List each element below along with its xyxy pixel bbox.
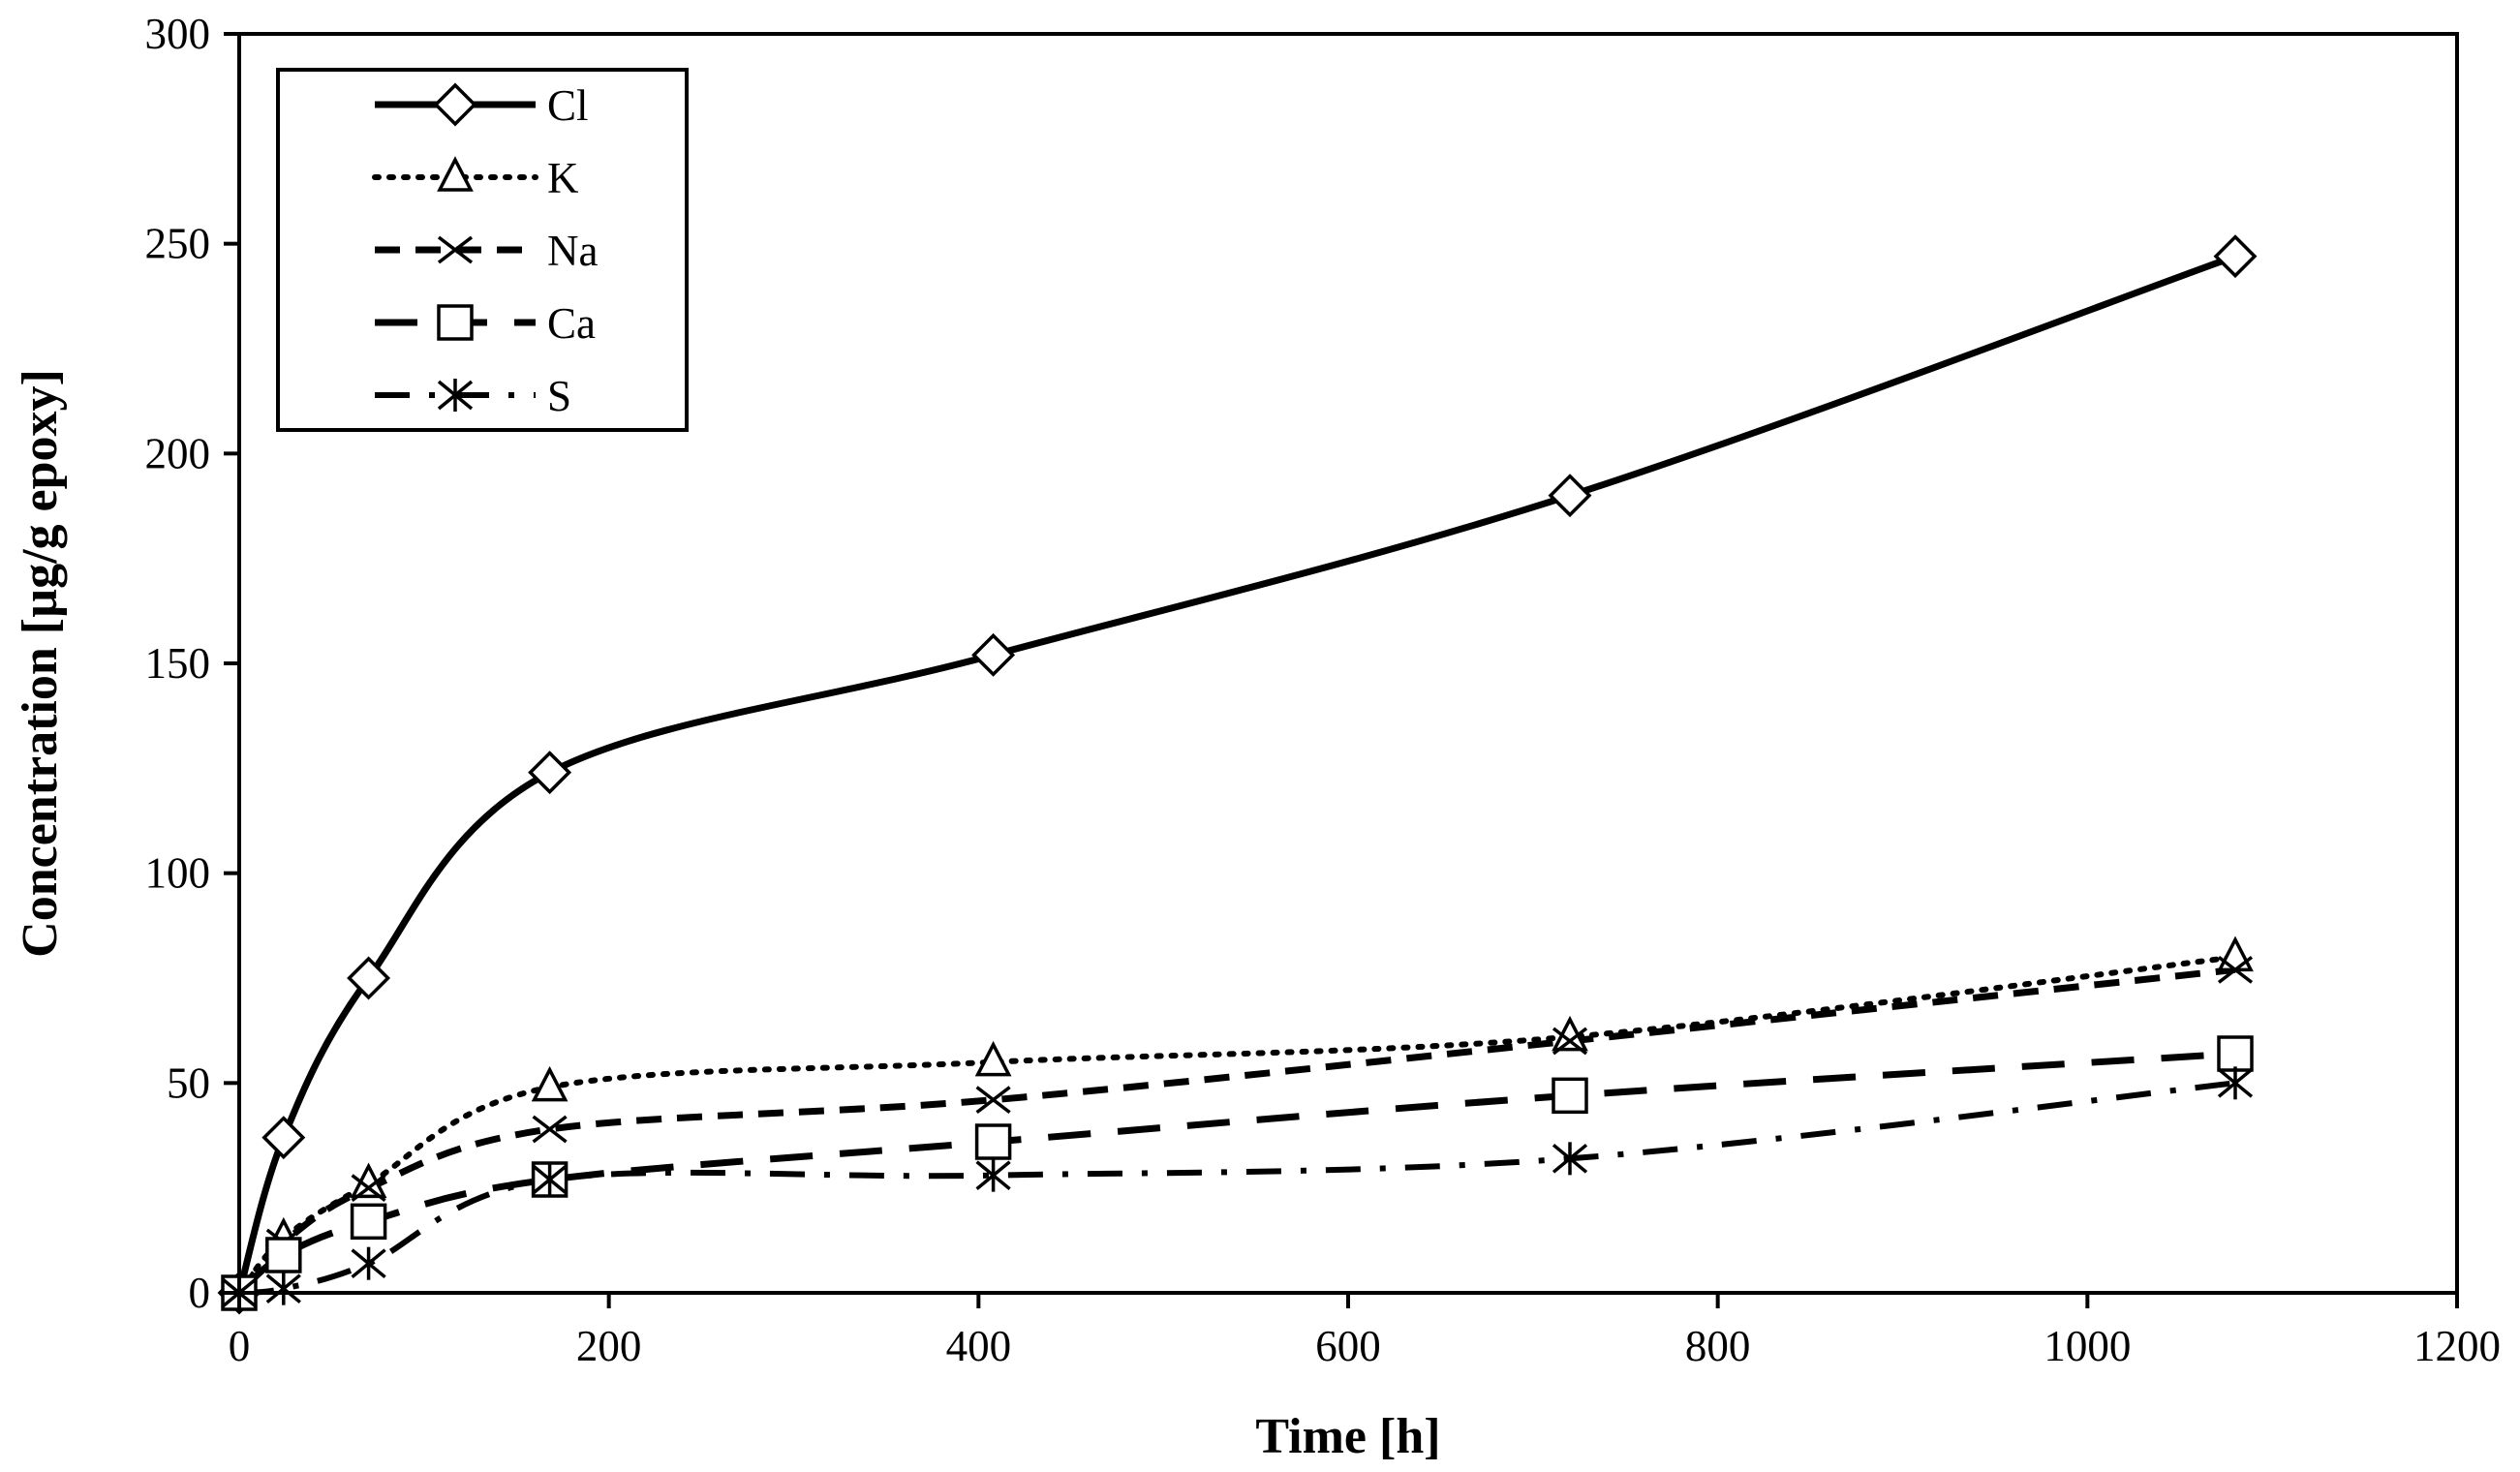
y-tick-label: 200 <box>145 429 211 477</box>
data-point-s <box>1552 1142 1588 1176</box>
data-point-s <box>265 1272 301 1305</box>
y-tick-label: 100 <box>145 849 211 898</box>
series-line-na <box>236 966 2236 1296</box>
x-tick-label: 600 <box>1315 1322 1381 1370</box>
plot-lines <box>235 253 2238 1296</box>
legend-marker <box>433 82 477 127</box>
data-point-na <box>1552 1027 1588 1056</box>
data-point-s <box>351 1246 386 1280</box>
legend: Cl K Na Ca S <box>276 68 689 432</box>
x-tick-label: 1000 <box>2044 1322 2131 1370</box>
legend-marker <box>437 235 474 264</box>
y-tick-label: 150 <box>145 639 211 688</box>
legend-label: S <box>547 372 571 420</box>
data-point-cl <box>261 1116 306 1160</box>
data-point-s <box>2217 1066 2254 1100</box>
legend-label: K <box>547 154 579 202</box>
series-line-s <box>238 1080 2236 1296</box>
x-tick-label: 1200 <box>2413 1322 2501 1370</box>
data-point-na <box>351 1174 386 1203</box>
y-axis-ticks: 0 50 100 150 200 250 300 <box>145 10 239 1317</box>
legend-item-ca: Ca <box>375 299 596 348</box>
data-point-ca <box>350 1203 387 1241</box>
legend-item-na: Na <box>375 227 598 275</box>
legend-marker <box>437 304 474 341</box>
data-point-na <box>2217 955 2254 984</box>
data-point-cl <box>2213 234 2258 279</box>
series-line-k <box>236 954 2238 1296</box>
data-point-k <box>974 1040 1012 1077</box>
x-tick-label: 800 <box>1685 1322 1751 1370</box>
data-point-ca <box>265 1237 302 1273</box>
x-tick-label: 200 <box>576 1322 642 1370</box>
data-point-cl <box>347 956 391 1000</box>
data-point-cl <box>1548 474 1592 518</box>
legend-label: Cl <box>547 81 589 130</box>
x-tick-label: 0 <box>229 1322 251 1370</box>
legend-label: Ca <box>547 299 596 348</box>
x-axis-title: Time [h] <box>1255 1409 1440 1464</box>
series-line-ca <box>236 1050 2236 1296</box>
data-point-ca <box>2217 1035 2254 1072</box>
legend-marker <box>437 379 474 412</box>
x-tick-label: 400 <box>946 1322 1012 1370</box>
legend-item-cl: Cl <box>375 81 589 130</box>
y-tick-label: 250 <box>145 220 211 268</box>
data-point-s <box>975 1158 1011 1192</box>
y-tick-label: 50 <box>167 1058 210 1107</box>
data-point-cl <box>528 751 572 795</box>
data-point-na <box>975 1086 1011 1115</box>
series-line-cl <box>235 253 2237 1294</box>
legend-item-k: K <box>372 154 579 202</box>
data-point-k <box>531 1065 569 1102</box>
y-axis-title: Concentration [µg/g epoxy] <box>13 369 68 958</box>
y-tick-label: 0 <box>189 1269 211 1317</box>
legend-item-s: S <box>375 372 571 420</box>
x-axis-ticks: 0 200 400 600 800 1000 1200 <box>229 1293 2501 1370</box>
data-point-ca <box>974 1123 1012 1160</box>
data-point-na <box>532 1115 568 1144</box>
legend-marker <box>437 156 474 192</box>
y-tick-label: 300 <box>145 10 211 58</box>
data-point-cl <box>971 632 1016 677</box>
data-point-s <box>532 1163 568 1196</box>
data-point-ca <box>1552 1077 1588 1115</box>
legend-label: Na <box>547 227 598 275</box>
legend-box <box>276 68 689 432</box>
